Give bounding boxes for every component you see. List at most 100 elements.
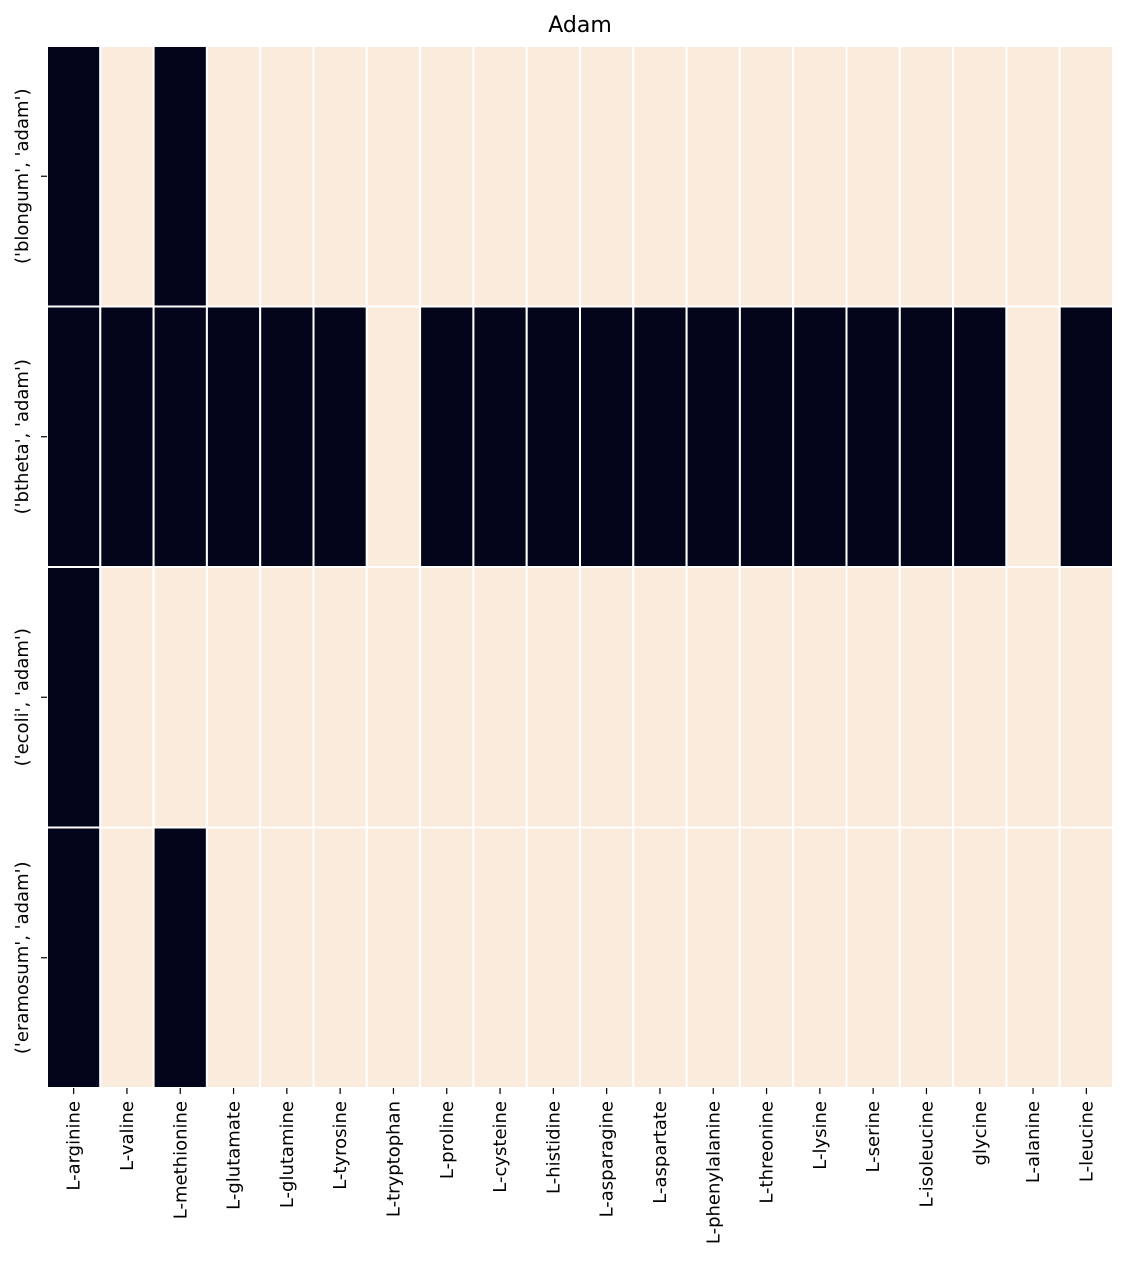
heatmap-cell-blongum-adam-l-glutamine: [259, 45, 315, 308]
y-tick-label-btheta-adam: ('btheta', 'adam'): [12, 359, 33, 514]
heatmap-cell-ecoli-adam-l-asparagine: [579, 566, 635, 829]
heatmap-cell-btheta-adam-l-lysine: [792, 305, 848, 568]
heatmap-cell-eramosum-adam-l-glutamine: [259, 826, 315, 1089]
x-tick-label-l-methionine: L-methionine: [170, 1101, 191, 1219]
x-tick-label-l-tyrosine: L-tyrosine: [330, 1101, 351, 1190]
heatmap-cell-blongum-adam-l-tyrosine: [312, 45, 368, 308]
heatmap-cell-blongum-adam-l-lysine: [792, 45, 848, 308]
x-tick-label-l-alanine: L-alanine: [1023, 1101, 1044, 1183]
heatmap-cell-eramosum-adam-l-arginine: [46, 826, 102, 1089]
heatmap-cell-blongum-adam-l-aspartate: [632, 45, 688, 308]
heatmap-cell-blongum-adam-l-isoleucine: [898, 45, 955, 308]
heatmap-cell-ecoli-adam-l-histidine: [525, 566, 582, 829]
heatmap-cell-eramosum-adam-glycine: [952, 826, 1008, 1089]
x-tick-label-l-tryptophan: L-tryptophan: [383, 1101, 404, 1217]
heatmap-cell-eramosum-adam-l-methionine: [152, 826, 208, 1089]
heatmap-cell-blongum-adam-l-valine: [99, 45, 155, 308]
heatmap-cell-blongum-adam-l-leucine: [1058, 45, 1114, 308]
heatmap-cell-ecoli-adam-l-methionine: [152, 566, 208, 829]
heatmap-cell-ecoli-adam-l-phenylalanine: [685, 566, 741, 829]
heatmap-cell-btheta-adam-l-glutamate: [205, 305, 262, 568]
x-tick-label-l-histidine: L-histidine: [543, 1101, 564, 1194]
x-tick-label-l-glutamate: L-glutamate: [224, 1101, 245, 1210]
heatmap-cell-blongum-adam-l-threonine: [738, 45, 795, 308]
heatmap-cell-blongum-adam-l-arginine: [46, 45, 102, 308]
heatmap-cell-btheta-adam-l-cysteine: [472, 305, 528, 568]
heatmap-cell-eramosum-adam-l-histidine: [525, 826, 582, 1089]
heatmap-cell-btheta-adam-l-arginine: [46, 305, 102, 568]
x-tick-label-l-proline: L-proline: [437, 1101, 458, 1179]
heatmap-cell-ecoli-adam-l-tryptophan: [365, 566, 422, 829]
heatmap-cell-ecoli-adam-l-threonine: [738, 566, 795, 829]
heatmap-cell-btheta-adam-l-tyrosine: [312, 305, 368, 568]
x-tick-label-l-arginine: L-arginine: [64, 1101, 85, 1191]
x-tick-label-l-aspartate: L-aspartate: [650, 1101, 671, 1204]
x-tick-label-l-threonine: L-threonine: [757, 1101, 778, 1204]
heatmap-cell-eramosum-adam-l-tryptophan: [365, 826, 422, 1089]
heatmap-cell-btheta-adam-l-isoleucine: [898, 305, 955, 568]
x-tick-label-l-lysine: L-lysine: [810, 1101, 831, 1170]
heatmap-cell-blongum-adam-l-glutamate: [205, 45, 262, 308]
heatmap-cell-eramosum-adam-l-alanine: [1005, 826, 1061, 1089]
heatmap-cell-ecoli-adam-l-tyrosine: [312, 566, 368, 829]
heatmap-cell-btheta-adam-l-proline: [419, 305, 475, 568]
x-tick-label-l-glutamine: L-glutamine: [277, 1101, 298, 1208]
heatmap-cell-ecoli-adam-l-proline: [419, 566, 475, 829]
y-tick-label-ecoli-adam: ('ecoli', 'adam'): [12, 628, 33, 766]
heatmap-cell-blongum-adam-l-tryptophan: [365, 45, 422, 308]
y-tick-label-eramosum-adam: ('eramosum', 'adam'): [12, 861, 33, 1054]
x-tick-label-l-serine: L-serine: [863, 1101, 884, 1173]
heatmap-cell-btheta-adam-l-tryptophan: [365, 305, 422, 568]
heatmap-cell-btheta-adam-l-alanine: [1005, 305, 1061, 568]
x-tick-label-l-leucine: L-leucine: [1076, 1101, 1097, 1182]
heatmap-cell-btheta-adam-l-leucine: [1058, 305, 1114, 568]
heatmap-cell-ecoli-adam-l-cysteine: [472, 566, 528, 829]
heatmap-cell-ecoli-adam-l-glutamine: [259, 566, 315, 829]
heatmap-cell-ecoli-adam-l-alanine: [1005, 566, 1061, 829]
heatmap-cells: [46, 45, 1114, 1089]
heatmap-cell-blongum-adam-l-proline: [419, 45, 475, 308]
x-tick-label-l-isoleucine: L-isoleucine: [916, 1101, 937, 1207]
heatmap-cell-btheta-adam-l-methionine: [152, 305, 208, 568]
heatmap-cell-ecoli-adam-l-aspartate: [632, 566, 688, 829]
heatmap-cell-blongum-adam-l-serine: [845, 45, 901, 308]
heatmap-cell-eramosum-adam-l-aspartate: [632, 826, 688, 1089]
heatmap-cell-eramosum-adam-l-leucine: [1058, 826, 1114, 1089]
heatmap-cell-eramosum-adam-l-tyrosine: [312, 826, 368, 1089]
heatmap-cell-blongum-adam-l-histidine: [525, 45, 582, 308]
heatmap-cell-btheta-adam-l-valine: [99, 305, 155, 568]
x-axis-ticks: L-arginine L-valine L-methionine L-glutamat…: [64, 1088, 1097, 1244]
heatmap-cell-eramosum-adam-l-isoleucine: [898, 826, 955, 1089]
heatmap-cell-blongum-adam-l-asparagine: [579, 45, 635, 308]
y-axis-ticks: ('blongum', 'adam') ('btheta', 'adam') ('e…: [12, 88, 47, 1054]
heatmap-cell-blongum-adam-glycine: [952, 45, 1008, 308]
x-tick-label-glycine: glycine: [970, 1101, 991, 1165]
heatmap-cell-eramosum-adam-l-proline: [419, 826, 475, 1089]
heatmap-cell-eramosum-adam-l-asparagine: [579, 826, 635, 1089]
heatmap-cell-blongum-adam-l-alanine: [1005, 45, 1061, 308]
heatmap-cell-eramosum-adam-l-cysteine: [472, 826, 528, 1089]
heatmap-cell-btheta-adam-l-serine: [845, 305, 901, 568]
heatmap-cell-eramosum-adam-l-lysine: [792, 826, 848, 1089]
chart-title: Adam: [548, 13, 612, 38]
heatmap-cell-eramosum-adam-l-phenylalanine: [685, 826, 741, 1089]
heatmap-cell-eramosum-adam-l-glutamate: [205, 826, 262, 1089]
x-tick-label-l-phenylalanine: L-phenylalanine: [703, 1101, 724, 1244]
x-tick-label-l-asparagine: L-asparagine: [597, 1101, 618, 1217]
heatmap-cell-blongum-adam-l-phenylalanine: [685, 45, 741, 308]
heatmap-cell-btheta-adam-l-aspartate: [632, 305, 688, 568]
heatmap-cell-btheta-adam-l-glutamine: [259, 305, 315, 568]
heatmap-cell-ecoli-adam-l-leucine: [1058, 566, 1114, 829]
heatmap-cell-btheta-adam-l-asparagine: [579, 305, 635, 568]
heatmap-cell-btheta-adam-l-histidine: [525, 305, 582, 568]
heatmap-cell-eramosum-adam-l-serine: [845, 826, 901, 1089]
heatmap-cell-blongum-adam-l-methionine: [152, 45, 208, 308]
heatmap-cell-ecoli-adam-glycine: [952, 566, 1008, 829]
heatmap-cell-ecoli-adam-l-isoleucine: [898, 566, 955, 829]
heatmap-cell-ecoli-adam-l-serine: [845, 566, 901, 829]
x-tick-label-l-cysteine: L-cysteine: [490, 1101, 511, 1193]
heatmap-cell-btheta-adam-glycine: [952, 305, 1008, 568]
heatmap-cell-btheta-adam-l-phenylalanine: [685, 305, 741, 568]
x-tick-label-l-valine: L-valine: [117, 1101, 138, 1171]
